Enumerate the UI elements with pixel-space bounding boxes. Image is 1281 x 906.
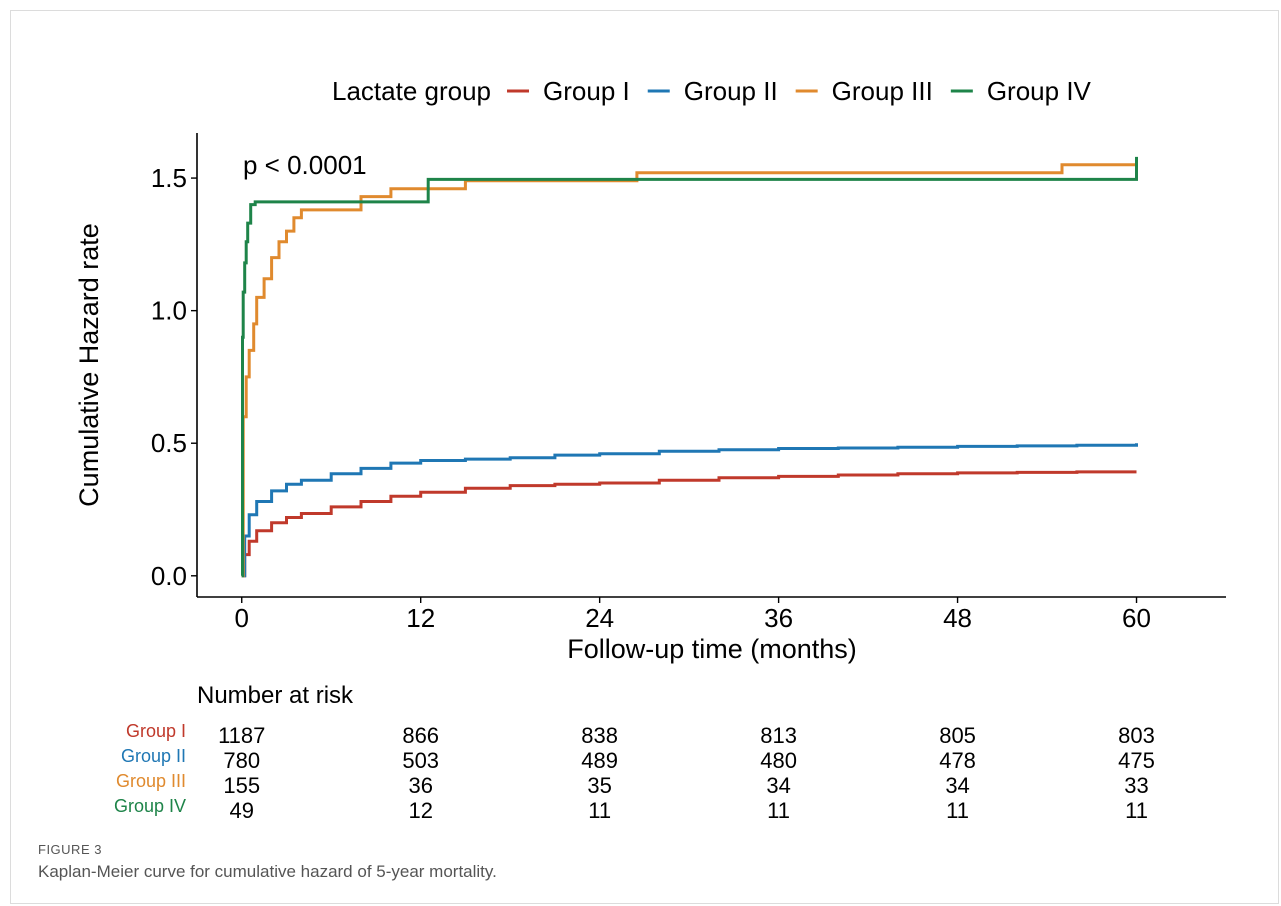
x-tick-label: 24 <box>585 603 614 633</box>
x-axis-label: Follow-up time (months) <box>567 634 857 664</box>
y-tick-label: 0.0 <box>151 561 187 591</box>
risk-cell: 489 <box>581 748 618 773</box>
risk-cell: 838 <box>581 723 618 748</box>
legend-title: Lactate group <box>332 76 491 106</box>
legend-label: Group III <box>832 76 933 106</box>
x-tick-label: 48 <box>943 603 972 633</box>
figure-frame <box>10 10 1279 904</box>
legend: Lactate group Group I Group II Group III Gr… <box>332 76 1092 106</box>
risk-table: Group I 1187 866 838 813 805 803 Group II 780 503… <box>114 721 1155 823</box>
risk-cell: 11 <box>1125 798 1148 823</box>
risk-cell: 155 <box>223 773 260 798</box>
y-tick-label: 1.0 <box>151 296 187 326</box>
risk-cell: 780 <box>223 748 260 773</box>
risk-table-title: Number at risk <box>197 682 354 709</box>
risk-cell: 34 <box>945 773 969 798</box>
risk-row-label: Group IV <box>114 796 186 816</box>
risk-cell: 478 <box>939 748 976 773</box>
risk-cell: 1187 <box>218 723 265 748</box>
figure-caption: Kaplan-Meier curve for cumulative hazard… <box>38 862 497 881</box>
plot-area: 0 12 24 36 48 60 0.0 0.5 1.0 1.5 <box>151 133 1226 633</box>
km-chart: Lactate group Group I Group II Group III Gr… <box>74 76 1226 823</box>
risk-row-label: Group I <box>126 721 186 741</box>
series-line-group-i <box>241 470 1137 578</box>
risk-cell: 803 <box>1118 723 1155 748</box>
risk-cell: 36 <box>408 773 432 798</box>
risk-cell: 813 <box>760 723 797 748</box>
x-tick-label: 36 <box>764 603 793 633</box>
risk-cell: 805 <box>939 723 976 748</box>
risk-cell: 503 <box>402 748 439 773</box>
p-value-annotation: p < 0.0001 <box>243 150 367 180</box>
risk-cell: 475 <box>1118 748 1155 773</box>
risk-row-label: Group III <box>116 771 186 791</box>
series-line-group-iii <box>241 163 1137 578</box>
risk-cell: 49 <box>229 798 253 823</box>
x-tick-label: 0 <box>235 603 249 633</box>
risk-row-label: Group II <box>121 746 186 766</box>
risk-cell: 11 <box>588 798 611 823</box>
y-tick-label: 0.5 <box>151 428 187 458</box>
legend-label: Group II <box>684 76 778 106</box>
risk-cell: 480 <box>760 748 797 773</box>
risk-cell: 12 <box>408 798 432 823</box>
figure-label: FIGURE 3 <box>38 842 102 857</box>
risk-cell: 34 <box>766 773 790 798</box>
y-axis-label: Cumulative Hazard rate <box>74 223 104 507</box>
legend-label: Group I <box>543 76 630 106</box>
legend-label: Group IV <box>987 76 1092 106</box>
risk-cell: 33 <box>1124 773 1148 798</box>
series-line-group-ii <box>241 443 1138 578</box>
risk-cell: 11 <box>767 798 790 823</box>
x-tick-label: 60 <box>1122 603 1151 633</box>
series-line-group-iv <box>241 156 1138 578</box>
risk-cell: 866 <box>402 723 439 748</box>
risk-cell: 35 <box>587 773 611 798</box>
risk-cell: 11 <box>946 798 969 823</box>
x-tick-label: 12 <box>406 603 435 633</box>
y-tick-label: 1.5 <box>151 163 187 193</box>
